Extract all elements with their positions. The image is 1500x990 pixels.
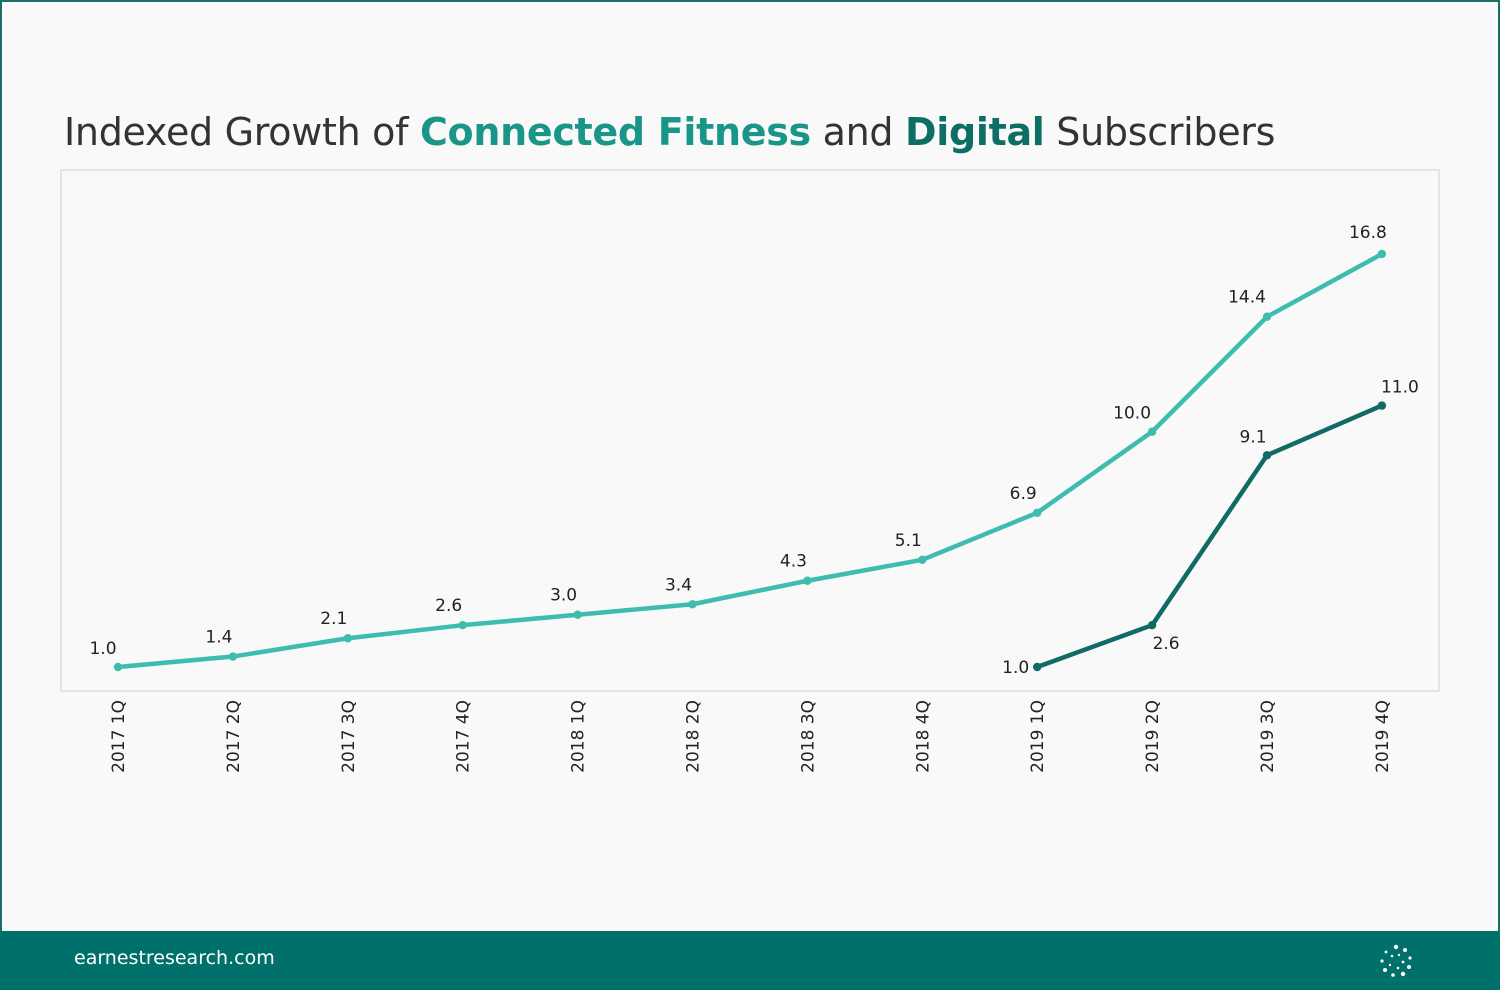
x-tick-label: 2018 2Q: [684, 700, 704, 773]
footer-website: earnestresearch.com: [74, 947, 275, 969]
connected-fitness-data-label: 4.3: [780, 552, 807, 572]
connected-fitness-point: [803, 576, 812, 585]
x-tick-label: 2019 4Q: [1373, 700, 1393, 773]
plot-area: [60, 169, 1440, 692]
series-layer: [113, 249, 1387, 672]
connected-fitness-point: [688, 600, 697, 609]
x-tick-label: 2019 3Q: [1258, 700, 1278, 773]
title-part-1: Indexed Growth of: [64, 110, 420, 154]
connected-fitness-data-label: 6.9: [1010, 484, 1037, 504]
connected-fitness-data-label: 1.4: [205, 628, 232, 648]
connected-fitness-point: [343, 634, 352, 643]
x-tick-label: 2018 1Q: [569, 700, 589, 773]
x-tick-label: 2019 2Q: [1143, 700, 1163, 773]
digital-point: [1033, 662, 1042, 672]
connected-fitness-data-label: 14.4: [1228, 288, 1266, 308]
title-part-3: Subscribers: [1044, 110, 1276, 154]
connected-fitness-data-label: 3.4: [665, 575, 692, 595]
x-tick-label: 2017 4Q: [454, 700, 474, 773]
dotted-circle-logo-icon: [1380, 944, 1412, 977]
connected-fitness-point: [1377, 249, 1387, 259]
chart-title: Indexed Growth of Connected Fitness and …: [64, 110, 1275, 154]
digital-point: [1377, 401, 1387, 410]
digital-point: [1147, 620, 1157, 630]
connected-fitness-point: [113, 662, 123, 672]
title-highlight-connected-fitness: Connected Fitness: [419, 110, 811, 154]
connected-fitness-point: [458, 620, 467, 630]
title-part-2: and: [810, 110, 905, 154]
x-tick-label: 2017 1Q: [109, 700, 129, 773]
line-chart: 1.0 1.4 2.1 2.6 3.0 3.4 4.3 5.1 6.9 10.0 14.4 16.8 1…: [60, 169, 1440, 773]
digital-data-label: 11.0: [1381, 378, 1419, 398]
x-tick-label: 2018 3Q: [798, 700, 818, 773]
connected-fitness-series-line: [115, 251, 1385, 670]
connected-fitness-point: [1147, 427, 1157, 436]
x-tick-label: 2018 4Q: [913, 700, 933, 773]
connected-fitness-point: [1033, 508, 1042, 517]
digital-data-label: 1.0: [1002, 658, 1029, 678]
connected-fitness-point: [228, 652, 238, 661]
connected-fitness-data-label: 16.8: [1349, 223, 1387, 243]
connected-fitness-point: [918, 555, 927, 565]
connected-fitness-data-label: 2.1: [320, 609, 347, 629]
x-tick-label: 2017 2Q: [224, 700, 244, 773]
connected-fitness-data-label: 5.1: [895, 531, 922, 551]
footer-bar: earnestresearch.com: [0, 931, 1500, 990]
digital-series-line: [1034, 403, 1385, 670]
connected-fitness-point: [573, 610, 582, 619]
connected-fitness-point: [1262, 312, 1272, 321]
x-tick-layer: 2017 1Q 2017 2Q 2017 3Q 2017 4Q 2018 1Q 2018 …: [109, 700, 1393, 773]
x-tick-label: 2019 1Q: [1028, 700, 1048, 773]
digital-data-label: 9.1: [1239, 427, 1266, 447]
data-label-layer: 1.0 1.4 2.1 2.6 3.0 3.4 4.3 5.1 6.9 10.0 14.4 16.8 1…: [89, 223, 1418, 678]
connected-fitness-data-label: 2.6: [435, 596, 462, 616]
digital-point: [1262, 451, 1272, 460]
x-tick-label: 2017 3Q: [339, 700, 359, 773]
connected-fitness-data-label: 10.0: [1113, 404, 1151, 424]
digital-data-label: 2.6: [1153, 634, 1180, 654]
connected-fitness-data-label: 3.0: [550, 586, 577, 606]
title-highlight-digital: Digital: [905, 110, 1045, 154]
connected-fitness-data-label: 1.0: [89, 639, 116, 659]
